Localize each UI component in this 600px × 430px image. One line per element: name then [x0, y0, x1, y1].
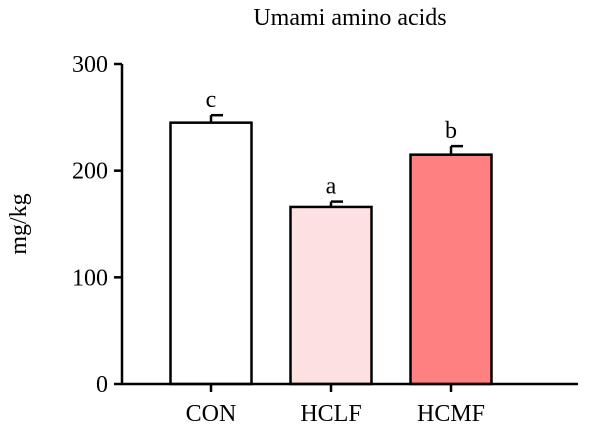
x-tick-label-hcmf: HCMF: [417, 401, 485, 427]
y-axis-label: mg/kg: [6, 193, 32, 254]
x-tick-label-hclf: HCLF: [300, 401, 361, 427]
x-axis-ticks: CON HCLF HCMF: [186, 384, 485, 427]
bar-hcmf: [409, 153, 493, 386]
y-axis-ticks: 0 100 200 300: [72, 52, 122, 398]
chart-title: Umami amino acids: [253, 5, 446, 31]
bar-con: [169, 121, 253, 386]
y-tick-label: 300: [72, 52, 108, 78]
y-tick-label: 0: [96, 372, 108, 398]
error-bars-group: [209, 113, 463, 207]
bars-group: [169, 121, 493, 386]
significance-label-hclf: a: [326, 174, 337, 200]
significance-label-con: c: [206, 87, 217, 113]
significance-labels-group: c a b: [206, 87, 457, 199]
x-tick-label-con: CON: [186, 401, 237, 427]
y-tick-label: 100: [72, 265, 108, 291]
bar-hclf: [289, 205, 373, 386]
significance-label-hcmf: b: [445, 118, 457, 144]
y-tick-label: 200: [72, 159, 108, 185]
